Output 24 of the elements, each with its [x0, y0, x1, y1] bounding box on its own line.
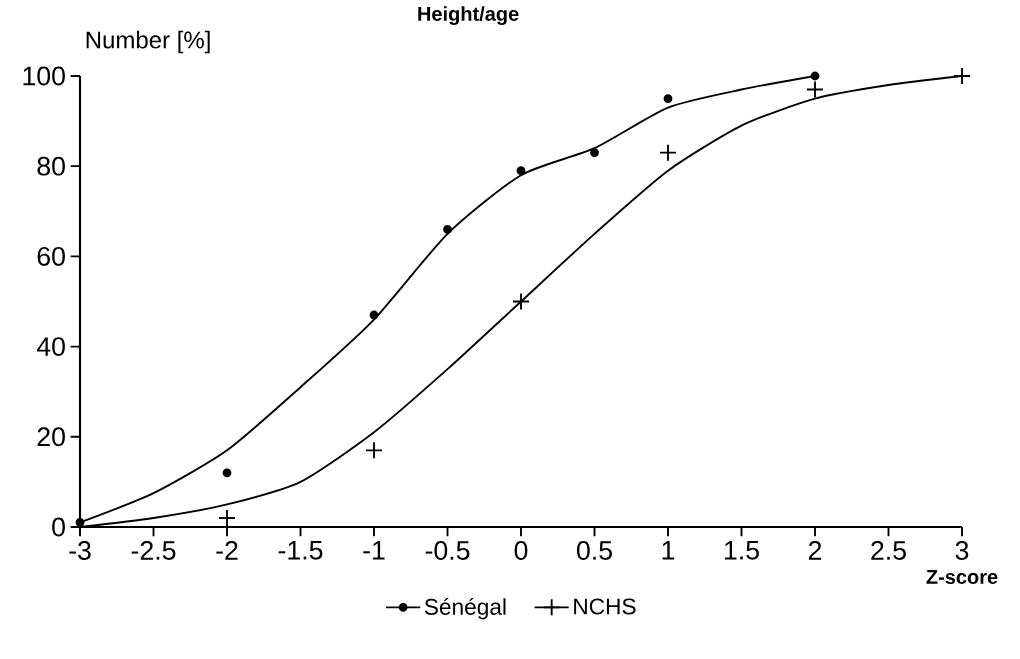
x-tick-label: -1.5 [278, 541, 323, 560]
x-tick-label: 1 [662, 541, 675, 560]
y-tick-label: 0 [52, 517, 65, 537]
x-tick-label: -0.5 [425, 541, 470, 560]
legend-label: NCHS [574, 598, 636, 615]
x-tick-label: 0 [514, 541, 528, 560]
y-tick-label: 100 [23, 66, 65, 86]
x-tick-label: 0.5 [577, 541, 612, 560]
x-tick-label: -2.5 [131, 541, 176, 560]
x-tick-label: 2 [808, 541, 822, 560]
x-tick-label: -3 [69, 541, 91, 560]
x-tick-label: -2 [216, 541, 238, 560]
chart-title: Height/age [418, 6, 519, 25]
x-tick-label: 1.5 [725, 541, 759, 560]
y-tick-label: 40 [36, 337, 65, 357]
y-tick-label: 60 [37, 246, 65, 266]
y-tick-label: 80 [37, 156, 65, 176]
x-axis-title: Z-score [926, 570, 998, 584]
legend-label: Sénégal [424, 597, 506, 620]
y-axis-title: Number [%] [86, 30, 210, 54]
x-tick-label: 2.5 [871, 541, 906, 560]
x-tick-label: 3 [955, 541, 969, 560]
y-tick-label: 20 [37, 427, 65, 447]
x-tick-label: -1 [363, 541, 385, 560]
